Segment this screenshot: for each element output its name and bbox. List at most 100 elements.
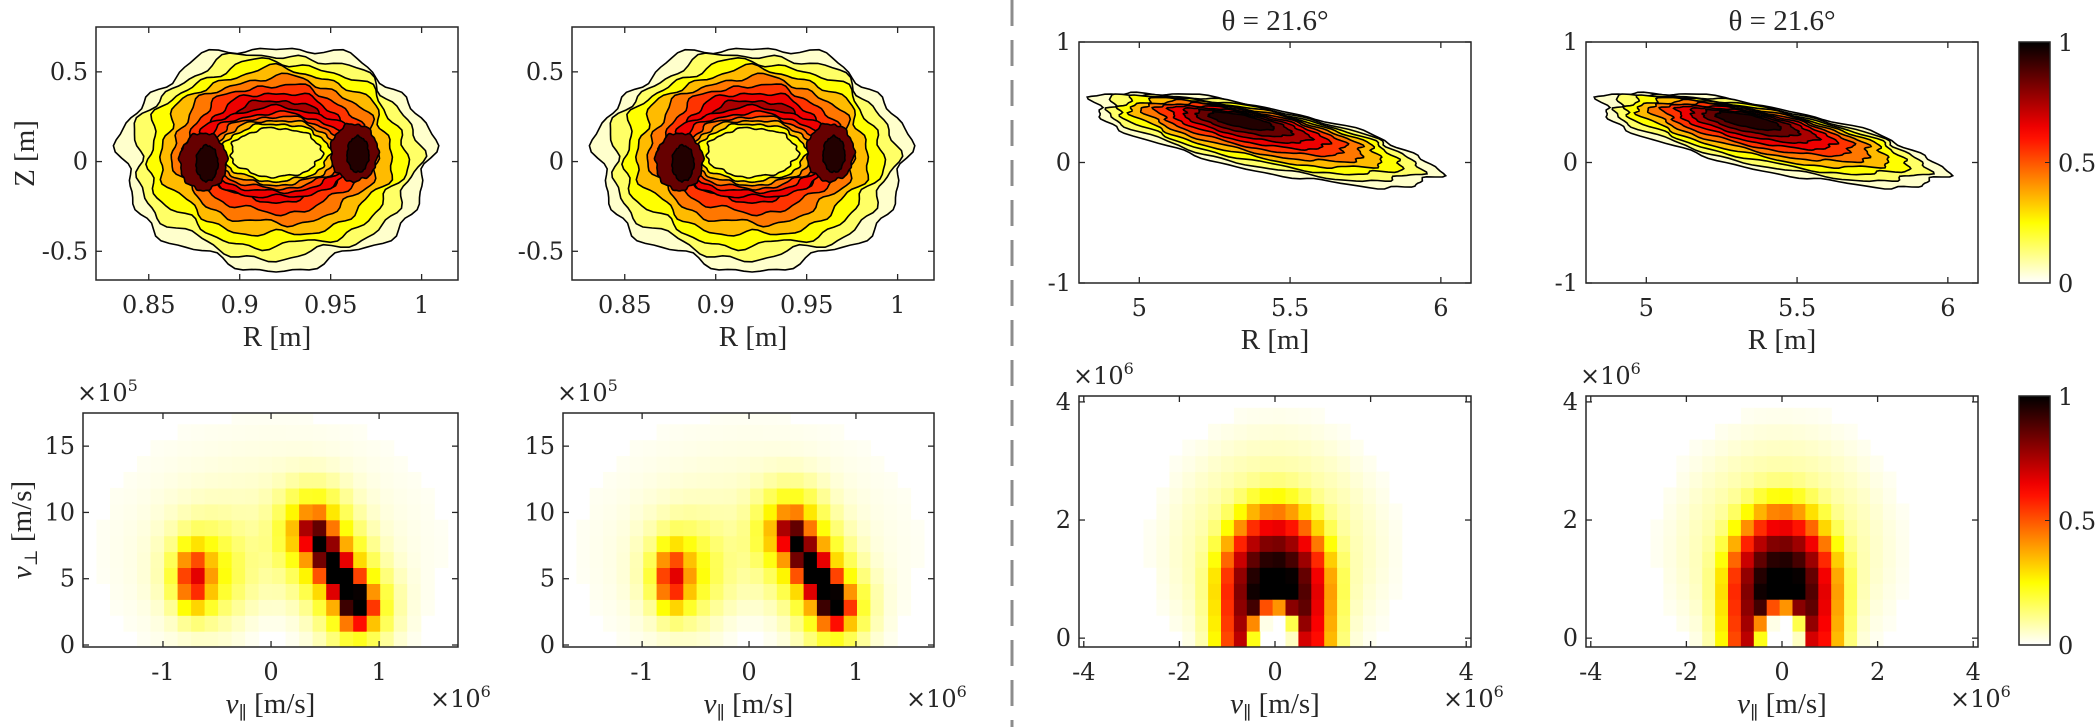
heatmap-cell	[750, 413, 765, 425]
heatmap-cell	[897, 583, 912, 600]
heatmap-cell	[883, 472, 898, 489]
heatmap-cell	[1298, 615, 1312, 632]
heatmap-cell	[710, 551, 724, 568]
heatmap-cell	[312, 503, 327, 521]
heatmap-cell	[736, 472, 751, 489]
heatmap-cell	[857, 487, 871, 505]
heatmap-cell	[1285, 567, 1299, 584]
heatmap-cell	[1792, 487, 1806, 504]
heatmap-cell	[1169, 455, 1183, 473]
heatmap-cell	[736, 615, 751, 632]
heatmap-cell	[434, 519, 449, 537]
y-tick-label: 15	[44, 432, 75, 460]
heatmap-cell	[656, 567, 671, 584]
heatmap-cell	[843, 567, 858, 584]
heatmap-cell	[1689, 487, 1703, 504]
heatmap-cell	[1337, 519, 1351, 536]
panel-A2: 0.85 0.9 0.95 1 -0.5 0 0.5 R [m]	[518, 26, 935, 353]
y-tick-label: 0	[540, 631, 555, 659]
heatmap-cell	[353, 631, 368, 647]
heatmap-cell	[272, 503, 287, 521]
heatmap-cell	[803, 583, 818, 600]
contour-level	[1207, 111, 1276, 132]
heatmap-cell	[245, 631, 260, 647]
heatmap-cell	[1779, 439, 1794, 457]
heatmap-cell	[883, 535, 898, 553]
plot-area	[1143, 407, 1403, 647]
y-tick-label: -0.5	[42, 237, 88, 265]
heatmap-cell	[1182, 519, 1196, 536]
heatmap-cell	[1311, 615, 1325, 632]
heatmap-cell	[1715, 615, 1729, 632]
heatmap-cell	[1818, 487, 1832, 504]
heatmap-cell	[1857, 455, 1871, 473]
heatmap-cell	[366, 487, 381, 505]
heatmap-cell	[830, 456, 845, 473]
heatmap-cell	[1208, 551, 1222, 568]
heatmap-cell	[285, 487, 300, 505]
heatmap-cell	[150, 456, 165, 473]
heatmap-cell	[1882, 519, 1897, 536]
heatmap-cell	[218, 535, 233, 553]
heatmap-cell	[763, 599, 778, 616]
heatmap-cell	[1689, 567, 1703, 584]
x-tick-label: 1	[371, 658, 386, 686]
heatmap-cell	[1195, 519, 1209, 536]
heatmap-cell	[576, 519, 591, 537]
heatmap-cell	[1753, 567, 1768, 584]
heatmap-cell	[1272, 535, 1287, 552]
heatmap-cell	[790, 424, 805, 441]
heatmap-cell	[123, 487, 138, 505]
heatmap-cell	[380, 599, 395, 616]
heatmap-cell	[407, 472, 422, 489]
heatmap-cell	[150, 440, 165, 457]
heatmap-cell	[816, 535, 831, 553]
heatmap-cell	[204, 551, 219, 568]
heatmap-cell	[1728, 535, 1742, 552]
heatmap-cell	[218, 551, 233, 568]
heatmap-cell	[1740, 519, 1755, 536]
heatmap-cell	[420, 487, 435, 505]
heatmap-cell	[258, 599, 273, 616]
heatmap-cell	[1350, 583, 1364, 600]
heatmap-cell	[1831, 615, 1845, 632]
heatmap-cell	[1779, 551, 1794, 568]
mult-base: ×10	[430, 685, 481, 713]
heatmap-cell	[696, 583, 711, 600]
heatmap-cell	[1285, 423, 1299, 441]
mult-base: ×10	[906, 685, 957, 713]
heatmap-cell	[218, 631, 233, 647]
heatmap-cell	[1324, 519, 1338, 536]
heatmap-cell	[763, 456, 778, 473]
heatmap-cell	[870, 487, 885, 505]
heatmap-cell	[589, 567, 604, 584]
heatmap-cell	[366, 631, 381, 647]
heatmap-cell	[616, 472, 631, 489]
heatmap-cell	[1702, 439, 1716, 457]
heatmap-cell	[1792, 519, 1806, 536]
heatmap-cell	[669, 599, 684, 616]
heatmap-cell	[1298, 487, 1312, 504]
heatmap-cell	[1792, 407, 1806, 425]
heatmap-cell	[218, 503, 233, 521]
heatmap-cell	[1221, 567, 1235, 584]
heatmap-cell	[1195, 535, 1209, 552]
heatmap-cell	[137, 472, 152, 489]
heatmap-cell	[710, 472, 724, 489]
x-tick-label: -1	[630, 658, 653, 686]
heatmap-cell	[1818, 615, 1832, 632]
heatmap-cell	[696, 519, 711, 537]
heatmap-cell	[420, 583, 435, 600]
heatmap-cell	[1792, 503, 1806, 520]
heatmap-cell	[643, 567, 658, 584]
heatmap-cell	[897, 535, 912, 553]
heatmap-cell	[96, 519, 111, 537]
heatmap-cell	[629, 599, 644, 616]
x-tick-label: 0	[1267, 658, 1282, 686]
heatmap-cell	[285, 599, 300, 616]
heatmap-cell	[683, 583, 698, 600]
heatmap-cell	[1792, 599, 1806, 616]
heatmap-cell	[231, 440, 246, 457]
heatmap-cell	[177, 551, 192, 568]
heatmap-cell	[366, 583, 381, 600]
